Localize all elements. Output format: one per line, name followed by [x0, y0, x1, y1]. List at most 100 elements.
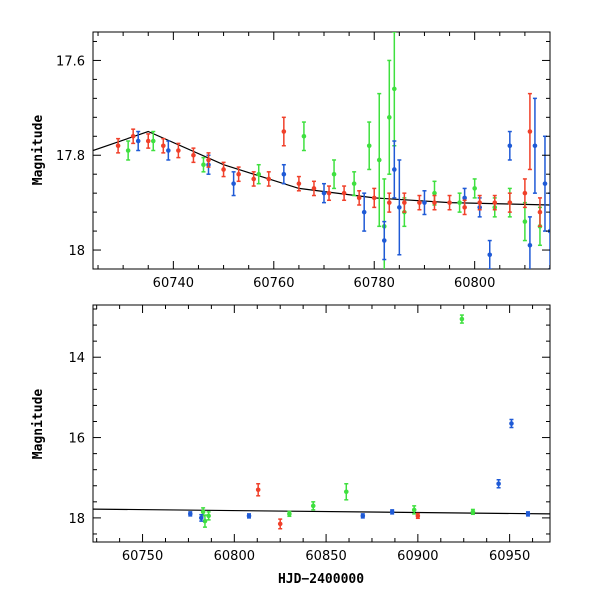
data-point-red [281, 116, 287, 147]
model-curve [93, 130, 550, 206]
bottom-plot-frame [92, 304, 551, 543]
data-point-green [301, 121, 307, 152]
x-tick-label: 60740 [153, 276, 194, 291]
top-plot-frame [92, 31, 551, 270]
data-point-red [145, 133, 151, 149]
data-point-blue [389, 509, 395, 515]
data-point-green [470, 508, 476, 516]
y-tick-label: 17.6 [56, 54, 85, 69]
data-point-blue [360, 513, 366, 519]
data-point-red [161, 137, 166, 154]
data-point-blue [397, 159, 402, 256]
top-panel: 60740 60760 60780 60800 17.6 17.8 18 Magnitude [31, 31, 551, 291]
y-tick-label: 18 [68, 512, 85, 527]
data-point-blue [496, 478, 501, 489]
data-point-green [206, 511, 211, 521]
data-point-red [386, 192, 392, 213]
data-point-red [206, 152, 211, 168]
data-point-red [236, 166, 241, 183]
data-point-blue [422, 190, 427, 216]
data-point-blue [166, 140, 171, 161]
data-point-red [277, 518, 283, 530]
data-point-blue [198, 513, 204, 522]
data-point-red [492, 194, 498, 211]
data-point-red [251, 171, 257, 187]
data-point-green [457, 192, 462, 213]
bottom-panel: 60750 60800 60850 60900 60950 14 16 18 Magnitud… [31, 304, 551, 587]
data-point-blue [487, 239, 493, 269]
data-point-blue [281, 163, 287, 185]
data-point-red [115, 137, 121, 154]
data-point-blue [542, 135, 548, 232]
x-tick-label: 60800 [214, 549, 255, 564]
data-point-red [221, 161, 226, 178]
data-point-blue [507, 130, 513, 161]
data-point-red [522, 178, 528, 209]
data-point-green [411, 505, 417, 515]
x-tick-label: 60800 [454, 276, 495, 291]
data-point-green [310, 501, 316, 511]
data-point-blue [187, 511, 193, 517]
data-point-green [472, 178, 477, 199]
data-point-blue [381, 220, 387, 261]
data-point-red [371, 187, 377, 209]
data-point-red [296, 175, 302, 192]
data-point-green [150, 130, 156, 152]
data-point-green [201, 156, 206, 173]
data-point-green [202, 514, 208, 528]
y-tick-label: 17.8 [56, 149, 85, 164]
y-tick-label: 16 [68, 432, 85, 447]
data-point-red [537, 197, 543, 228]
data-point-green [366, 121, 372, 171]
y-tick-label: 14 [68, 351, 85, 366]
top-data-marks [93, 32, 550, 269]
data-point-blue [246, 513, 252, 519]
data-point-red [432, 194, 437, 211]
data-point-blue [525, 511, 531, 517]
data-point-green [459, 314, 465, 324]
data-point-red [417, 194, 422, 211]
x-axis-title: HJD−2400000 [278, 572, 364, 587]
data-point-green [522, 201, 528, 242]
data-point-red [462, 199, 467, 216]
data-point-red [326, 185, 332, 202]
x-tick-label: 60950 [489, 549, 530, 564]
y-tick-label: 18 [68, 244, 85, 259]
data-point-green [125, 140, 131, 161]
data-point-red [266, 171, 272, 187]
bottom-y-axis-title: Magnitude [31, 389, 46, 460]
data-point-red [255, 483, 261, 497]
data-point-green [256, 163, 262, 185]
data-point-blue [231, 171, 236, 197]
data-point-blue [509, 418, 514, 429]
data-point-green [392, 32, 397, 147]
data-point-blue [532, 97, 538, 194]
x-tick-label: 60850 [305, 549, 346, 564]
top-y-axis-title: Magnitude [31, 115, 46, 186]
data-point-blue [392, 140, 397, 199]
x-tick-label: 60750 [122, 549, 163, 564]
data-point-red [527, 92, 533, 171]
x-tick-label: 60780 [354, 276, 395, 291]
data-point-green [331, 159, 337, 190]
data-point-green [376, 92, 382, 228]
data-point-red [415, 512, 421, 520]
data-point-red [507, 192, 513, 213]
x-tick-label: 60900 [397, 549, 438, 564]
bottom-ticks: 60750 60800 60850 60900 60950 14 16 18 [68, 305, 550, 564]
top-ticks: 60740 60760 60780 60800 17.6 17.8 18 [56, 32, 551, 291]
data-point-blue [321, 182, 327, 204]
data-point-red [176, 142, 181, 159]
data-point-red [191, 147, 196, 164]
data-point-blue [361, 192, 367, 232]
data-point-red [341, 185, 347, 202]
x-tick-label: 60760 [253, 276, 294, 291]
bottom-data-marks [93, 314, 550, 530]
data-point-red [311, 180, 317, 197]
data-point-red [356, 190, 362, 206]
data-point-red [402, 192, 407, 213]
data-point-blue [135, 130, 141, 152]
data-point-green [386, 59, 392, 175]
data-point-red [130, 128, 136, 145]
